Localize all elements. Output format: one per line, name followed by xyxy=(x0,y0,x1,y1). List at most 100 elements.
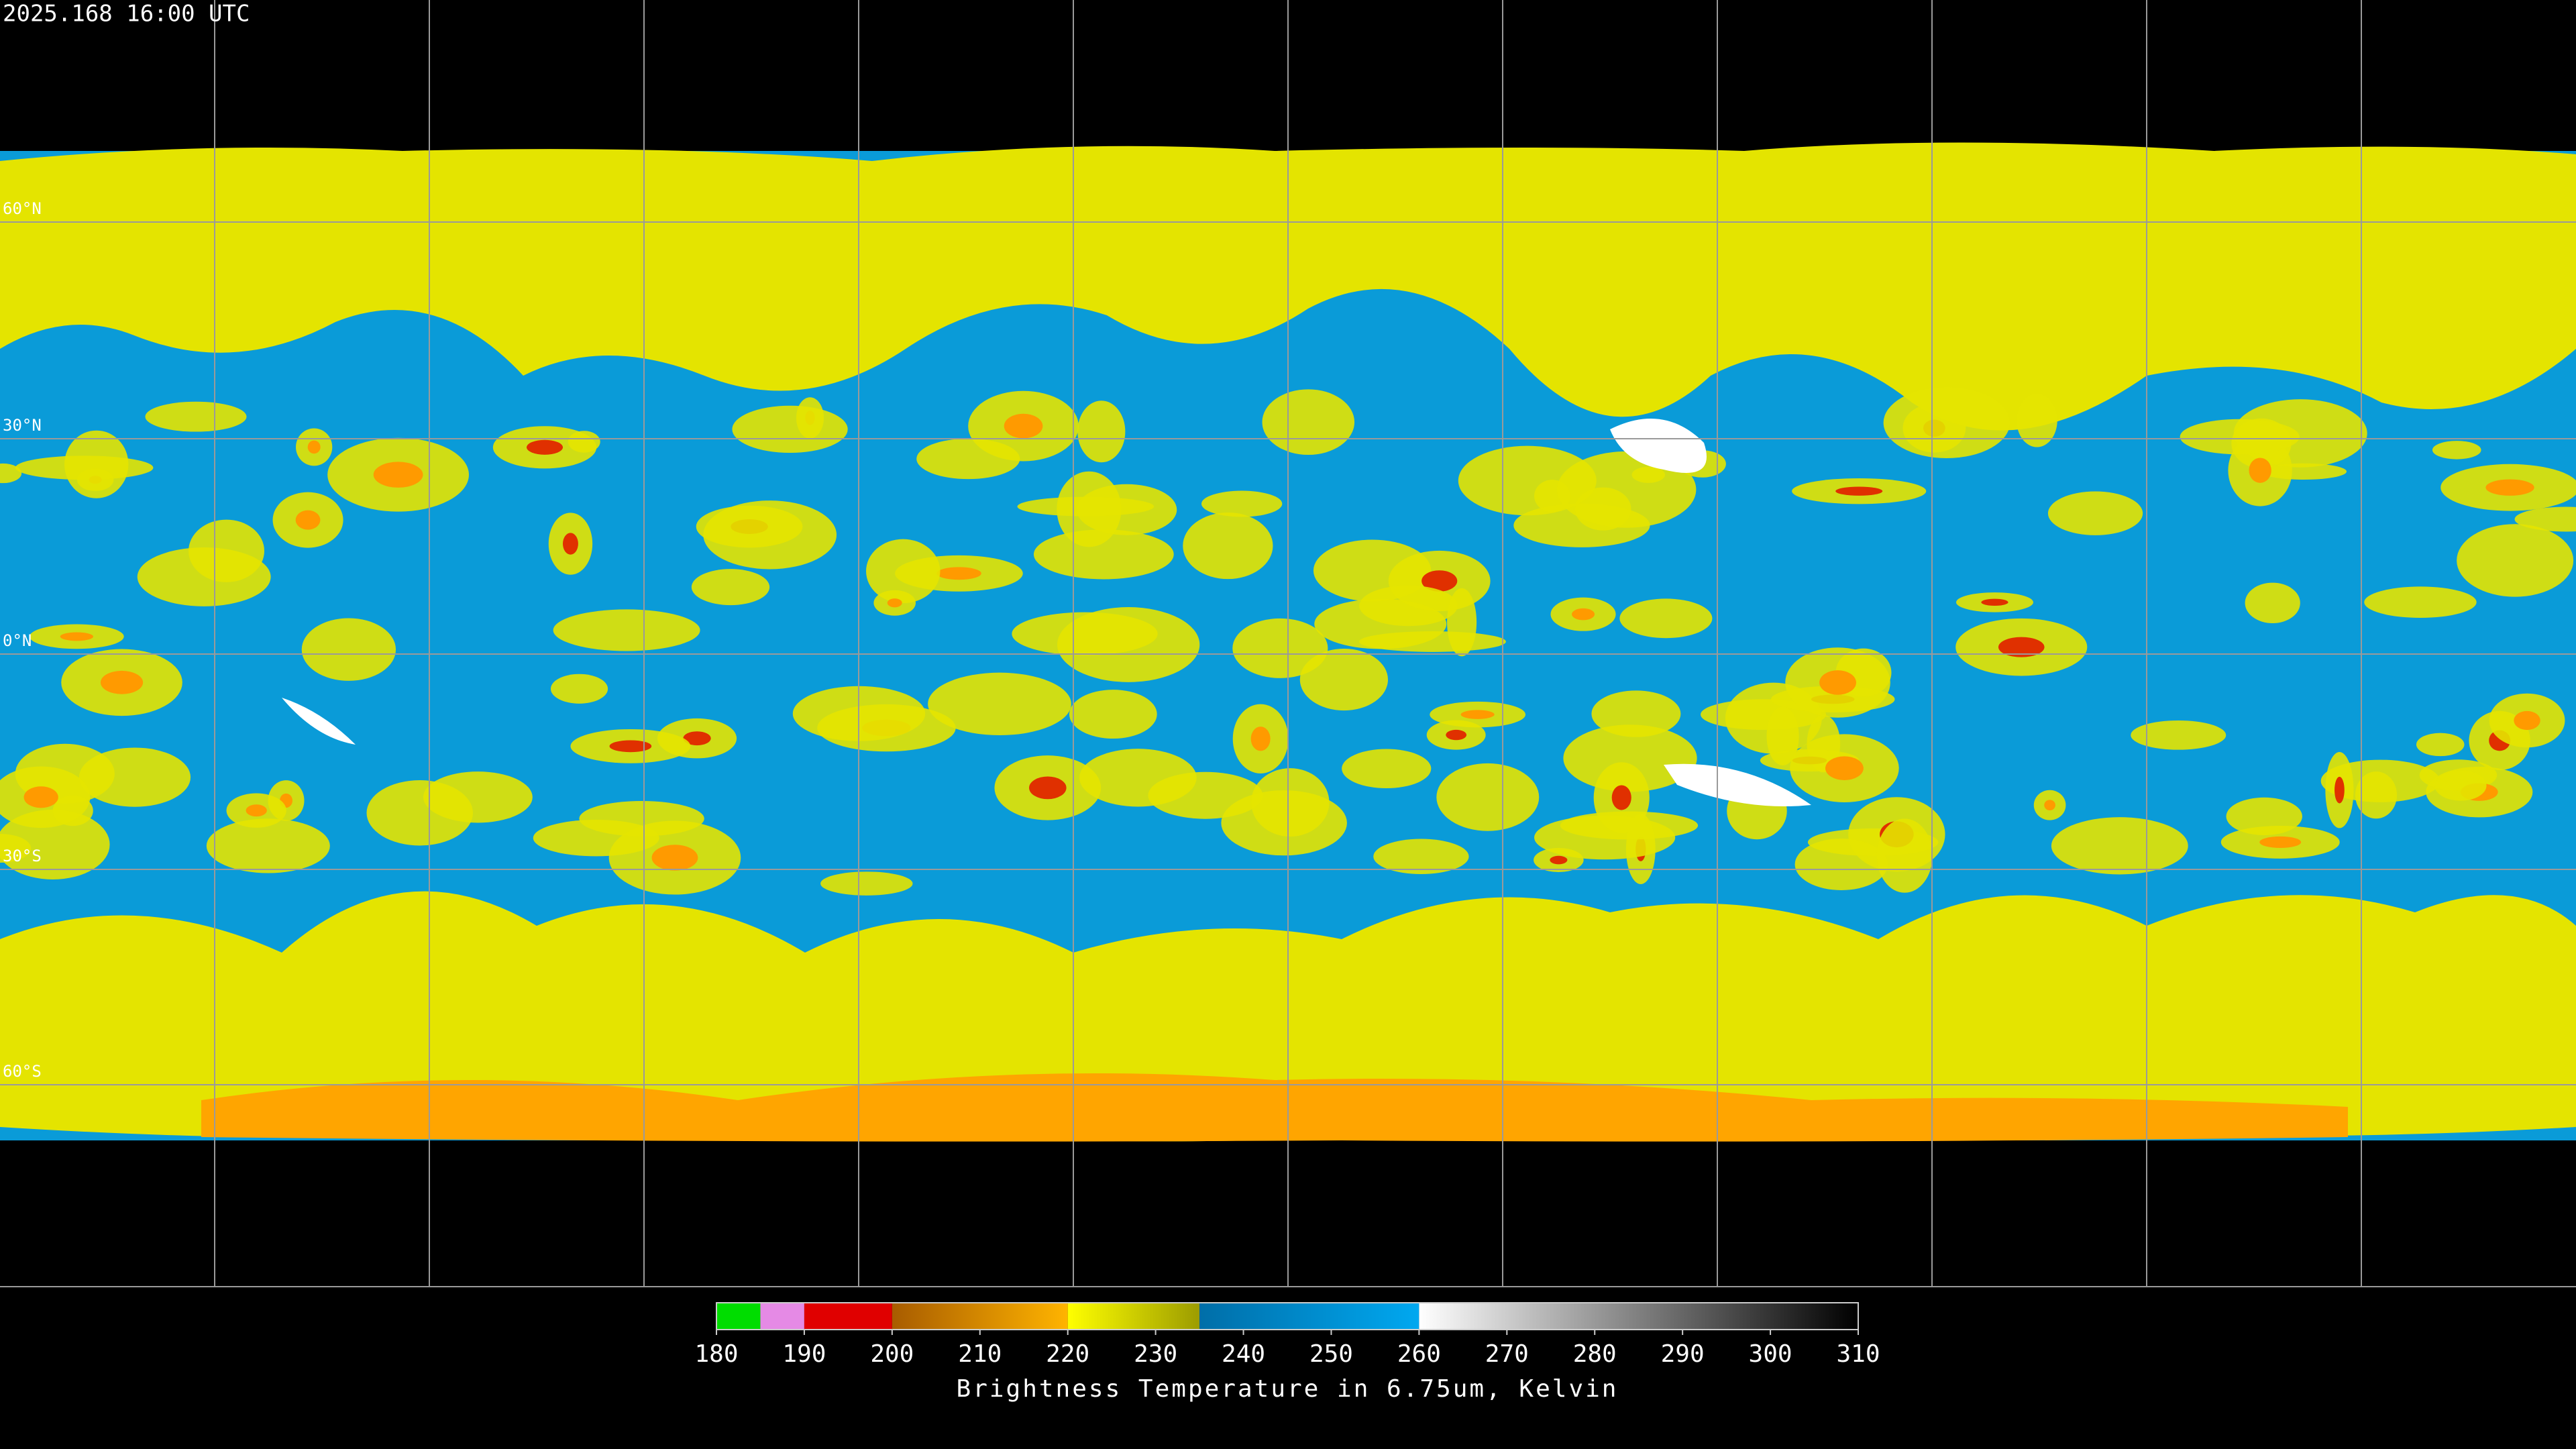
colorbar-segment xyxy=(716,1303,761,1330)
colorbar-tick-label: 290 xyxy=(1661,1340,1705,1368)
cloud-core xyxy=(2334,776,2345,804)
cloud xyxy=(1556,451,1697,528)
latitude-label: 30°N xyxy=(3,416,42,435)
cloud xyxy=(1373,839,1469,874)
clouds xyxy=(0,387,2576,896)
cloud xyxy=(1766,706,1799,766)
cloud-core xyxy=(2249,458,2271,483)
cloud-core xyxy=(60,632,93,641)
cloud-core xyxy=(1029,776,1067,800)
cloud-core xyxy=(683,731,711,746)
cloud-core xyxy=(307,440,321,454)
latitude-label: 60°S xyxy=(3,1062,42,1081)
cloud xyxy=(703,500,837,570)
cloud-core xyxy=(100,670,144,694)
cloud-core xyxy=(936,567,981,580)
cloud xyxy=(866,539,941,604)
cloud-core xyxy=(1550,855,1568,865)
cloud xyxy=(2432,441,2481,460)
cloud xyxy=(732,405,848,453)
cloud xyxy=(820,871,913,896)
colorbar-tick-label: 310 xyxy=(1836,1340,1880,1368)
cloud-core xyxy=(527,439,564,455)
colorbar-segment xyxy=(892,1303,1068,1330)
cloud xyxy=(1033,529,1174,580)
cloud-core xyxy=(1572,608,1595,621)
colorbar-tick-label: 300 xyxy=(1749,1340,1792,1368)
cloud-core xyxy=(1004,413,1043,439)
colorbar-segment xyxy=(1067,1303,1200,1330)
cloud xyxy=(691,569,770,606)
cloud xyxy=(1876,818,1933,893)
cloud xyxy=(2364,586,2477,619)
cloud-core xyxy=(373,462,423,488)
colorbar-title: Brightness Temperature in 6.75um, Kelvin xyxy=(957,1375,1619,1403)
cloud xyxy=(2226,797,2302,836)
cloud-core xyxy=(1460,710,1495,719)
cloud xyxy=(2051,817,2188,875)
cloud-core xyxy=(246,804,267,817)
cloud xyxy=(189,519,265,582)
colorbar-segment xyxy=(804,1303,892,1330)
cloud-core xyxy=(1611,785,1631,810)
cloud-core xyxy=(23,786,58,808)
cloud xyxy=(1342,749,1432,789)
cloud-core xyxy=(1998,637,2045,657)
cloud xyxy=(0,463,22,484)
cloud-core xyxy=(1446,729,1467,741)
south-cold-band xyxy=(201,1073,2348,1142)
cloud-core xyxy=(2514,710,2540,731)
bright-patch xyxy=(1664,763,1811,806)
cloud xyxy=(1201,490,1283,517)
cloud xyxy=(145,401,247,432)
cloud xyxy=(1299,648,1389,711)
cloud-core xyxy=(887,598,902,608)
cloud xyxy=(1436,763,1540,831)
latitude-label: 60°N xyxy=(3,199,42,218)
cloud-core xyxy=(1421,570,1458,592)
cloud-core xyxy=(609,740,652,753)
cloud xyxy=(2047,491,2143,535)
graticule xyxy=(0,0,2576,1287)
timestamp: 2025.168 16:00 UTC xyxy=(3,1,250,28)
bright-patch xyxy=(1610,419,1707,473)
colorbar-tick-label: 250 xyxy=(1309,1340,1353,1368)
cloud xyxy=(301,618,396,681)
cloud-core xyxy=(2259,836,2302,848)
cloud xyxy=(206,818,330,873)
map xyxy=(0,0,2576,1287)
colorbar-tick-label: 220 xyxy=(1046,1340,1089,1368)
cloud xyxy=(2180,419,2300,455)
cloud xyxy=(550,674,608,704)
cloud xyxy=(1077,400,1126,463)
colorbar: 180 190 200 210 220 230 240 250 260 270 280 290 300 3… xyxy=(694,1302,1880,1368)
cloud xyxy=(2017,393,2057,447)
cloud xyxy=(928,672,1071,736)
cloud-core xyxy=(563,533,578,555)
colorbar-tick-label: 260 xyxy=(1397,1340,1441,1368)
colorbar-tick-label: 210 xyxy=(958,1340,1002,1368)
cloud-core xyxy=(1250,727,1271,751)
colorbar-tick-label: 190 xyxy=(782,1340,826,1368)
cloud xyxy=(916,438,1020,480)
colorbar-segment xyxy=(760,1303,804,1330)
cloud xyxy=(1069,690,1157,739)
latitude-label: 0°N xyxy=(3,631,32,650)
cloud xyxy=(1563,724,1697,792)
cloud xyxy=(1883,387,2010,459)
colorbar-tick-label: 280 xyxy=(1573,1340,1617,1368)
cloud xyxy=(2131,720,2226,750)
cloud xyxy=(1591,690,1681,737)
cloud xyxy=(2434,770,2487,801)
colorbar-tick-label: 200 xyxy=(870,1340,914,1368)
colorbar-tick-label: 180 xyxy=(694,1340,738,1368)
cloud xyxy=(1534,815,1676,860)
cloud xyxy=(2416,733,2465,757)
cloud-core xyxy=(1835,486,1883,496)
cloud xyxy=(579,800,704,837)
latitude-labels: 60°N 30°N 0°N 30°S 60°S xyxy=(3,199,42,1081)
cloud xyxy=(2245,582,2300,624)
cloud xyxy=(1262,389,1355,455)
